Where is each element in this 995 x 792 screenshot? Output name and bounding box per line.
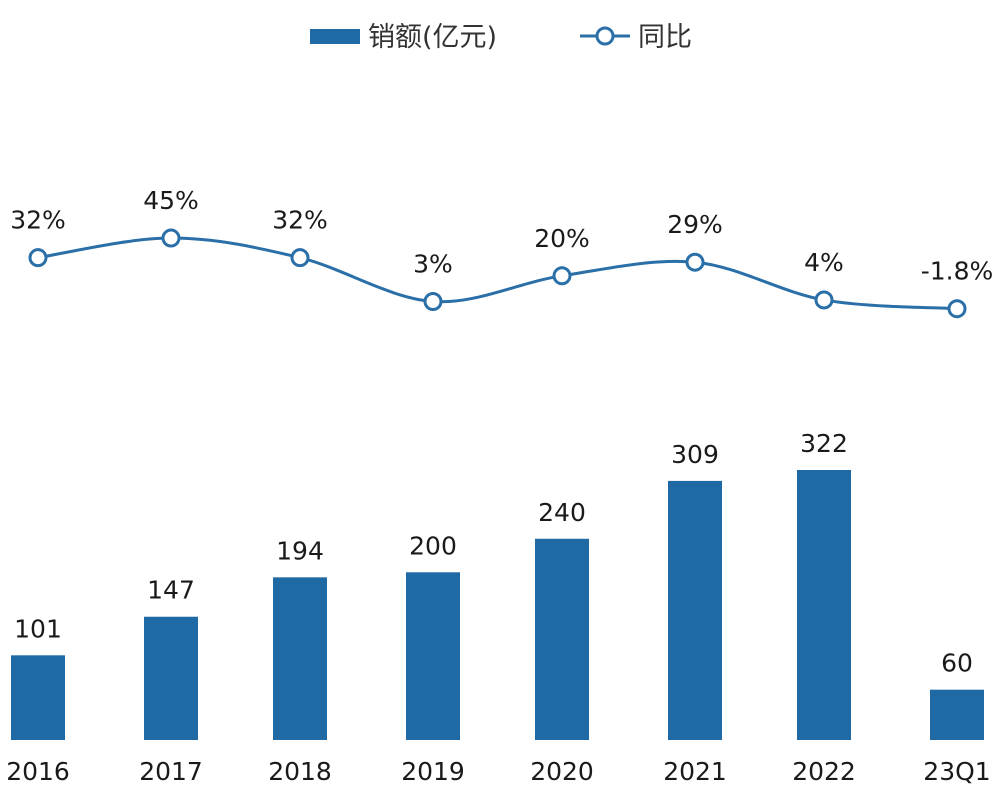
x-tick-23Q1: 23Q1 <box>923 757 990 786</box>
yoy-marker-2019 <box>423 291 443 311</box>
bar-label-2021: 309 <box>671 440 719 469</box>
yoy-label-2017: 45% <box>143 186 199 215</box>
bar-2022 <box>797 470 851 740</box>
bar-2018 <box>273 577 327 740</box>
yoy-marker-2018 <box>290 248 310 268</box>
yoy-label-23Q1: -1.8% <box>921 257 994 286</box>
bar-2019 <box>406 572 460 740</box>
legend: 销额(亿元) 同比 <box>310 22 692 53</box>
yoy-marker-23Q1 <box>947 299 967 319</box>
bar-2017 <box>144 616 198 740</box>
bar-label-2018: 194 <box>276 536 324 565</box>
yoy-label-2021: 29% <box>667 210 723 239</box>
x-tick-2022: 2022 <box>792 757 856 786</box>
x-tick-2016: 2016 <box>6 757 70 786</box>
x-tick-2017: 2017 <box>139 757 203 786</box>
x-tick-2021: 2021 <box>663 757 727 786</box>
x-tick-2020: 2020 <box>530 757 594 786</box>
x-tick-2019: 2019 <box>401 757 465 786</box>
legend-line-label: 同比 <box>638 22 692 53</box>
bar-label-2016: 101 <box>14 614 62 643</box>
bar-label-2017: 147 <box>147 576 195 605</box>
legend-bar-swatch <box>310 29 360 44</box>
yoy-marker-2016 <box>28 248 48 268</box>
yoy-data-labels: 32% 45% 32% 3% 20% 29% 4% -1.8% <box>10 186 993 286</box>
yoy-line <box>37 236 958 311</box>
bar-2021 <box>668 480 722 740</box>
legend-line-marker-icon <box>595 26 615 46</box>
bar-2020 <box>535 538 589 740</box>
bar-label-2022: 322 <box>800 429 848 458</box>
bar-label-2020: 240 <box>538 498 586 527</box>
legend-bar-label: 销额(亿元) <box>368 22 497 53</box>
bar-data-labels: 101 147 194 200 240 309 322 60 <box>14 429 973 678</box>
yoy-marker-2022 <box>814 290 834 310</box>
yoy-label-2018: 32% <box>272 206 328 235</box>
yoy-marker-2021 <box>685 252 705 272</box>
yoy-markers <box>28 228 967 319</box>
yoy-label-2019: 3% <box>413 249 453 278</box>
bar-series <box>11 470 984 740</box>
bar-label-2019: 200 <box>409 531 457 560</box>
yoy-marker-2017 <box>161 228 181 248</box>
yoy-label-2016: 32% <box>10 206 66 235</box>
x-tick-2018: 2018 <box>268 757 332 786</box>
yoy-marker-2020 <box>552 266 572 286</box>
yoy-label-2020: 20% <box>534 224 590 253</box>
bar-label-23Q1: 60 <box>941 649 973 678</box>
bar-2016 <box>11 655 65 740</box>
bar-23Q1 <box>930 689 984 740</box>
x-axis-tick-labels: 2016 2017 2018 2019 2020 2021 2022 23Q1 <box>6 757 991 786</box>
yoy-label-2022: 4% <box>804 248 844 277</box>
